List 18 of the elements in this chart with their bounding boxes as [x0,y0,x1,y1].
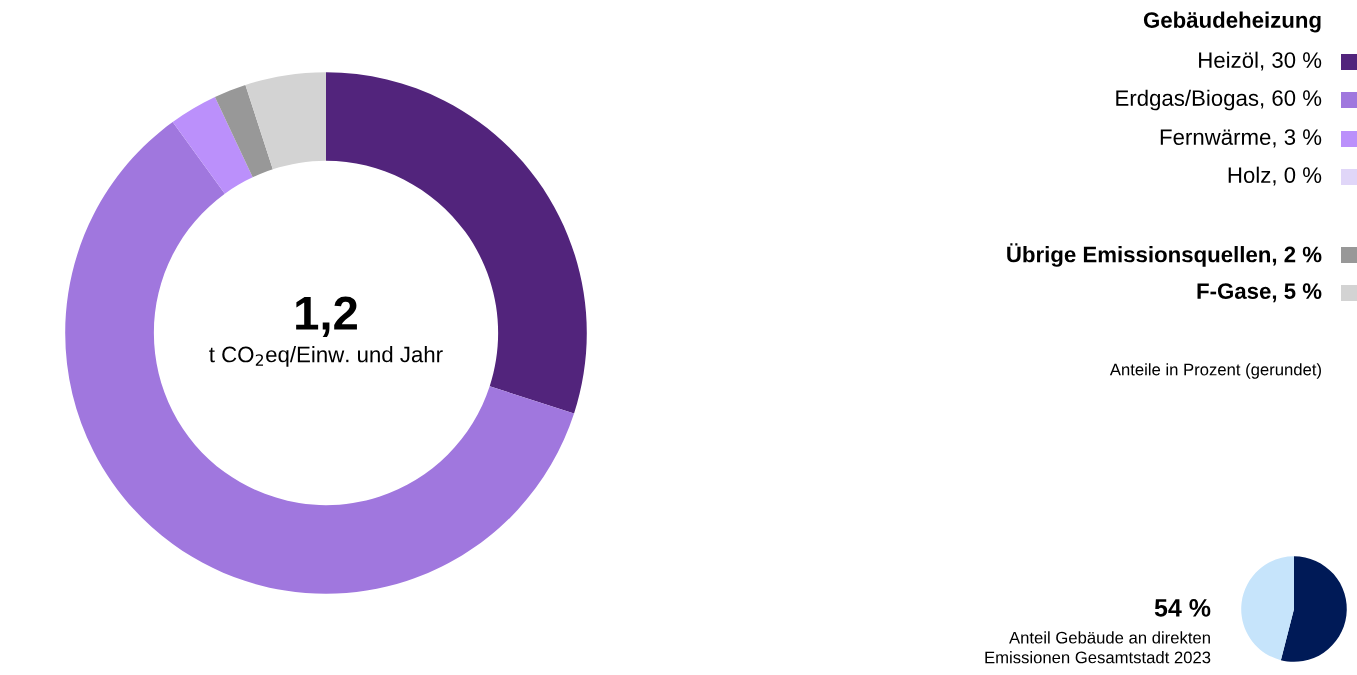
donut-slice [245,72,326,170]
donut-slice [65,122,575,594]
legend-label: Erdgas/Biogas, 60 % [1116,89,1322,111]
legend-label: Fernwärme, 3 % [1160,129,1322,148]
donut-slice [214,84,273,178]
pie-slice [1241,556,1294,661]
text: Anteil Gebäude an direkten Emissionen Gesamtstadt 2023 [985,631,1211,664]
legend-label: Holz, 0 % [1228,166,1322,186]
text: t CO$_{2}$eq/Einw. und Jahr [209,346,443,367]
legend-title: Gebäudeheizung [1143,11,1321,33]
text: 54 % [1154,599,1211,617]
legend-label: Heizöl, 30 % [1199,51,1322,71]
pie-slice [1280,556,1347,662]
legend-label: F-Gase, 5 % [1197,283,1322,303]
donut-slice [172,97,253,194]
legend-label: Übrige Emissionsquellen, 2 % [1007,243,1322,267]
text: 1,2 [296,296,357,337]
text: Anteile in Prozent (gerundet) [1109,363,1321,379]
